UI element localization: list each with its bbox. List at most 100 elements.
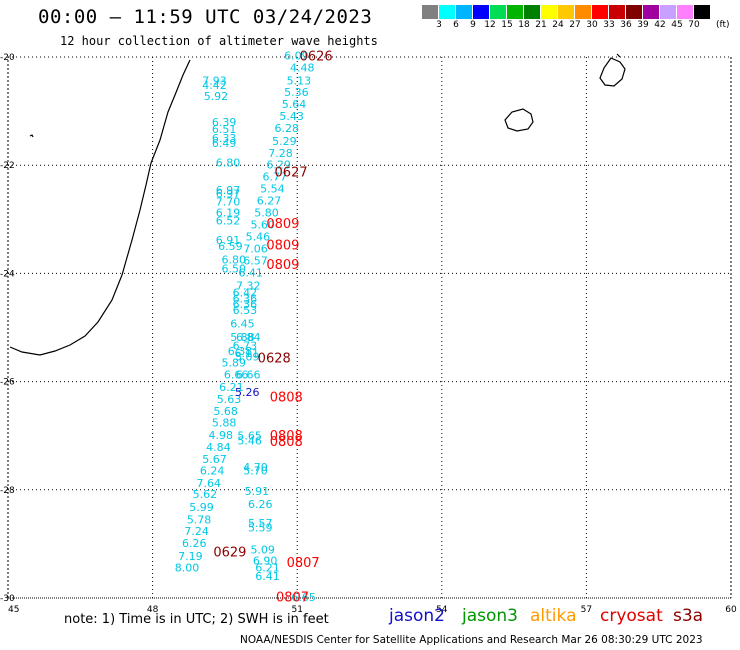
wave-height-label: 6.24 bbox=[200, 464, 225, 477]
island-mauritius-tip bbox=[616, 53, 621, 58]
wave-height-label: 6.09 bbox=[284, 49, 309, 62]
wave-height-label: 5.91 bbox=[245, 485, 269, 498]
wave-height-label: 6.49 bbox=[212, 137, 237, 150]
wave-height-label: 8.00 bbox=[175, 562, 200, 575]
satellite-jason3: jason3 bbox=[462, 606, 518, 626]
legend-swatches bbox=[422, 5, 711, 19]
legend-tick: 39 bbox=[637, 20, 649, 30]
wave-height-label: 5.59 bbox=[248, 522, 273, 535]
legend-tick: 9 bbox=[470, 20, 476, 30]
wave-height-label: 5.99 bbox=[189, 501, 214, 514]
wave-height-label: 7.93 bbox=[202, 74, 227, 87]
legend-tick: 45 bbox=[671, 20, 683, 30]
legend-tick: 36 bbox=[620, 20, 632, 30]
legend-swatch bbox=[422, 5, 439, 19]
map-subtitle: 12 hour collection of altimeter wave hei… bbox=[60, 34, 378, 48]
wave-height-label: 6.21 bbox=[255, 562, 279, 575]
legend-swatch bbox=[575, 5, 592, 19]
y-tick-label: -30 bbox=[0, 594, 15, 604]
wave-height-label: 6.29 bbox=[266, 159, 291, 172]
pass-time-label: 0808 bbox=[270, 391, 303, 406]
wave-height-label: 5.60 bbox=[250, 219, 274, 232]
wave-height-label: 7.28 bbox=[268, 147, 293, 160]
x-tick-label: 60 bbox=[725, 605, 737, 615]
wave-height-label: 5.89 bbox=[222, 357, 247, 370]
legend-tick: 33 bbox=[603, 20, 615, 30]
wave-height-label: 5.36 bbox=[284, 86, 309, 99]
satellite-cryosat: cryosat bbox=[600, 606, 663, 626]
wave-height-label: 5.09 bbox=[250, 543, 274, 556]
legend-swatch bbox=[592, 5, 609, 19]
footer-note: note: 1) Time is in UTC; 2) SWH is in fe… bbox=[64, 612, 329, 627]
satellite-s3a: s3a bbox=[673, 606, 704, 626]
pass-time-label: 0627 bbox=[275, 166, 308, 181]
legend-unit: (ft) bbox=[716, 20, 730, 30]
y-tick-label: -22 bbox=[0, 161, 15, 171]
legend-swatch bbox=[507, 5, 524, 19]
wave-height-label: 6.73 bbox=[233, 339, 258, 352]
x-tick-label: 57 bbox=[581, 605, 592, 615]
legend-swatch bbox=[541, 5, 558, 19]
map-title: 00:00 – 11:59 UTC 03/24/2023 bbox=[38, 6, 373, 28]
wave-height-label: 7.32 bbox=[236, 279, 261, 292]
wave-height-label: 7.70 bbox=[216, 195, 241, 208]
pass-time-label: 0629 bbox=[213, 545, 246, 560]
wave-height-label: 6.19 bbox=[216, 206, 241, 219]
pass-time-label: 0807 bbox=[287, 556, 320, 571]
wave-height-label: 6.77 bbox=[262, 171, 287, 184]
y-tick-label: -24 bbox=[0, 269, 15, 279]
wave-height-label: 5.63 bbox=[217, 393, 242, 406]
wave-height-label: 6.57 bbox=[243, 254, 268, 267]
wave-height-label: 7.19 bbox=[178, 550, 203, 563]
legend-tick: 70 bbox=[688, 20, 700, 30]
wave-height-label: 5.88 bbox=[212, 417, 237, 430]
legend-tick: 12 bbox=[484, 20, 496, 30]
wave-height-label: 6.42 bbox=[233, 286, 258, 299]
x-tick-label: 48 bbox=[147, 605, 159, 615]
pass-time-label: 0628 bbox=[258, 351, 291, 366]
y-tick-label: -28 bbox=[0, 486, 15, 496]
wave-height-label: 4.42 bbox=[202, 79, 227, 92]
island-reunion bbox=[504, 108, 534, 132]
wave-height-label: 5.43 bbox=[279, 110, 304, 123]
wave-height-label: 5.80 bbox=[254, 206, 279, 219]
legend-tick: 24 bbox=[552, 20, 564, 30]
wave-height-label: 6.51 bbox=[212, 123, 237, 136]
wave-height-label: 5.88 bbox=[230, 331, 255, 344]
wave-height-label: 4.48 bbox=[290, 61, 315, 74]
credit-line: NOAA/NESDIS Center for Satellite Applica… bbox=[240, 634, 703, 646]
legend-tick: 42 bbox=[654, 20, 666, 30]
pass-time-label: 0808 bbox=[270, 435, 303, 450]
pass-time-label: 0807 bbox=[276, 590, 309, 605]
color-legend: 3 6 9 12 15 18 21 24 27 30 33 36 39 42 45 70 bbox=[422, 5, 711, 33]
wave-height-label: 5.68 bbox=[213, 405, 238, 418]
legend-swatch bbox=[643, 5, 660, 19]
wave-height-label: 6.66 bbox=[224, 369, 249, 382]
wave-height-label: 5.57 bbox=[248, 517, 273, 530]
legend-swatch bbox=[626, 5, 643, 19]
wave-height-label: 6.97 bbox=[216, 184, 241, 197]
map-frame bbox=[7, 56, 732, 599]
pass-time-label: 0809 bbox=[266, 258, 299, 273]
wave-height-label: 6.38 bbox=[228, 345, 253, 358]
pass-time-label: 0809 bbox=[266, 217, 299, 232]
wave-height-label: 6.53 bbox=[233, 304, 258, 317]
wave-height-label: 5.67 bbox=[202, 453, 227, 466]
legend-swatch bbox=[473, 5, 490, 19]
wave-height-label: 6.52 bbox=[216, 214, 241, 227]
x-tick-label: 51 bbox=[291, 605, 302, 615]
legend-tick: 21 bbox=[535, 20, 547, 30]
legend-swatch bbox=[694, 5, 711, 19]
wave-height-label: 5.46 bbox=[237, 435, 262, 448]
coastline-madagascar bbox=[9, 59, 191, 356]
wave-height-label: 6.59 bbox=[218, 240, 243, 253]
wave-height-label: 6.41 bbox=[255, 570, 279, 583]
wave-height-label: 6.66 bbox=[236, 369, 261, 382]
pass-time-label: 0808 bbox=[270, 429, 303, 444]
wave-height-label: 6.33 bbox=[212, 132, 237, 145]
wave-height-label: 5.70 bbox=[243, 464, 268, 477]
wave-height-label: 6.36 bbox=[233, 298, 258, 311]
x-tick-label: 54 bbox=[436, 605, 448, 615]
y-tick-label: -26 bbox=[0, 378, 15, 388]
